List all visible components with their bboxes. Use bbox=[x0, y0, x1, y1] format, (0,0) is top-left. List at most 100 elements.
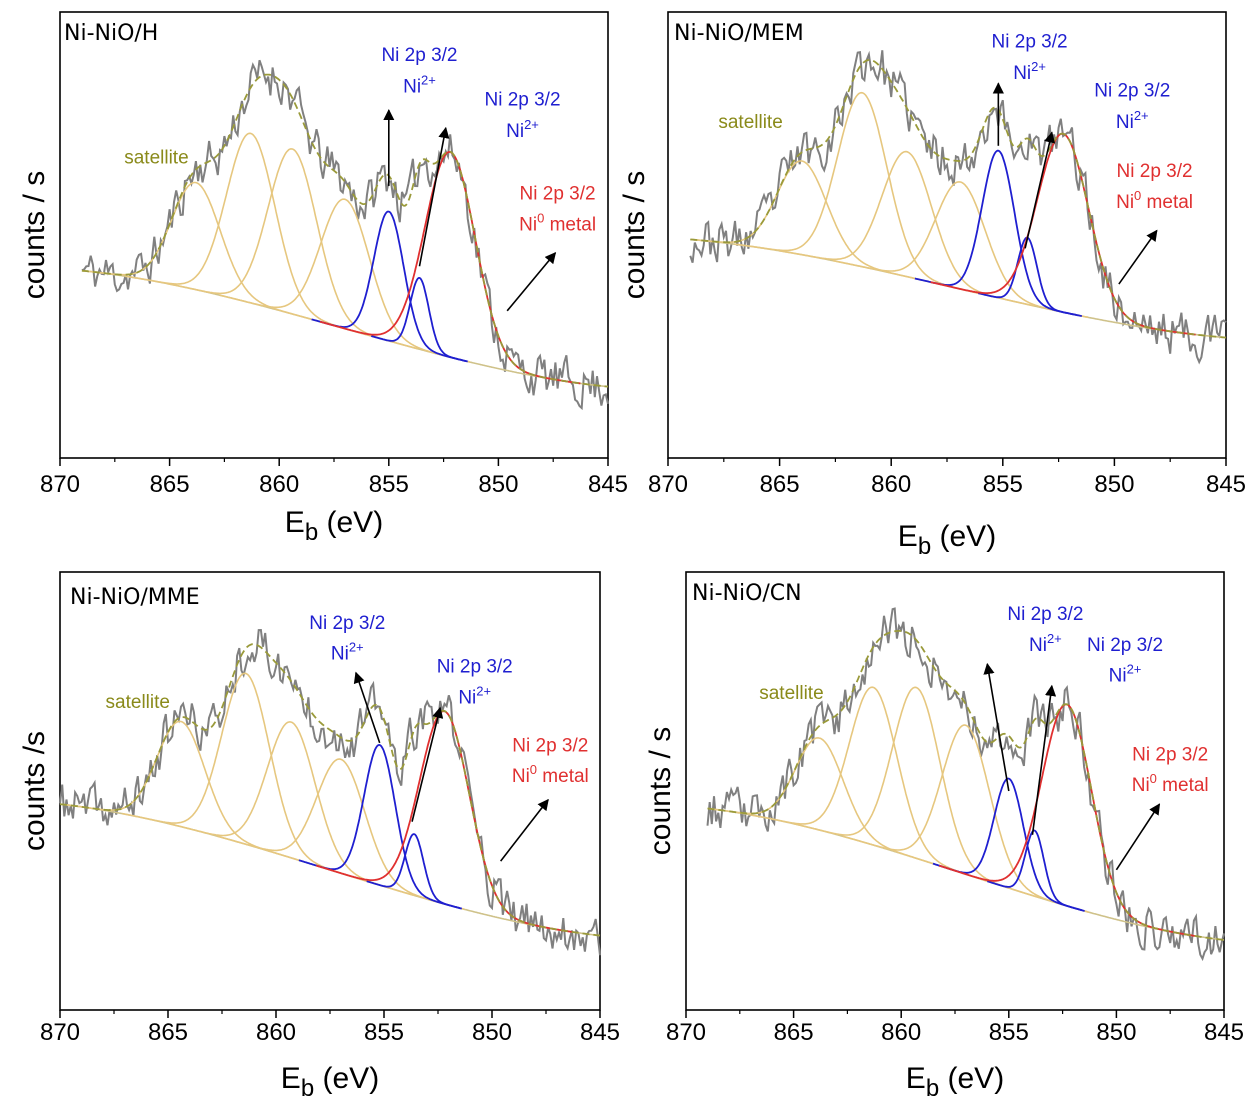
x-tick-label: 845 bbox=[1204, 1019, 1244, 1046]
x-tick-label: 855 bbox=[364, 1019, 404, 1046]
y-axis-title: counts / s bbox=[618, 171, 651, 299]
annotation-ni2: Ni 2p 3/2 bbox=[437, 657, 513, 678]
panel-title: Ni-NiO/H bbox=[64, 21, 158, 46]
annotation-ni0: Ni0 metal bbox=[519, 211, 596, 236]
x-tick-label: 860 bbox=[256, 1019, 296, 1046]
panel-title: Ni-NiO/MME bbox=[70, 585, 200, 610]
annotation-ni2: Ni2+ bbox=[1109, 662, 1142, 687]
annotation-ni0: Ni 2p 3/2 bbox=[520, 183, 596, 204]
raw-spectrum bbox=[59, 628, 601, 956]
panel-title: Ni-NiO/CN bbox=[692, 581, 802, 606]
annotation-ni2: Ni2+ bbox=[1116, 108, 1149, 133]
peak-satellite bbox=[167, 721, 415, 897]
annotation-ni2: Ni2+ bbox=[331, 640, 364, 665]
x-axis-title: Eb (eV) bbox=[906, 1062, 1004, 1099]
peak-satellite bbox=[793, 686, 1040, 899]
x-tick-label: 850 bbox=[1096, 1019, 1136, 1046]
annotation-arrow bbox=[1024, 131, 1056, 249]
annotation-ni2: Ni2+ bbox=[1029, 631, 1062, 656]
y-axis-title: counts /s bbox=[18, 731, 51, 851]
peak-satellite bbox=[82, 181, 322, 323]
peak-ni2 bbox=[311, 210, 467, 362]
annotation-ni2: Ni 2p 3/2 bbox=[1087, 635, 1163, 656]
x-tick-label: 870 bbox=[40, 471, 80, 498]
panel-1: 870 865 860 855 850 845 Eb (eV) counts / s Ni-Ni… bbox=[18, 11, 628, 546]
annotation-ni0: Ni 2p 3/2 bbox=[1132, 744, 1208, 765]
x-tick-label: 855 bbox=[983, 471, 1023, 498]
x-tick-label: 860 bbox=[259, 471, 299, 498]
annotation-arrow bbox=[411, 706, 444, 822]
fit-envelope bbox=[81, 73, 609, 388]
x-tick-label: 860 bbox=[881, 1019, 921, 1046]
peak-satellite bbox=[832, 181, 1089, 319]
x-tick-label: 845 bbox=[1206, 471, 1246, 498]
x-tick-label: 850 bbox=[472, 1019, 512, 1046]
annotation-satellite: satellite bbox=[718, 112, 782, 133]
annotation-ni2: Ni 2p 3/2 bbox=[992, 32, 1068, 53]
peak-ni0 bbox=[938, 703, 1195, 937]
x-tick-label: 865 bbox=[150, 471, 190, 498]
y-axis-title: counts / s bbox=[644, 727, 677, 855]
x-tick-label: 870 bbox=[648, 471, 688, 498]
x-tick-label: 865 bbox=[148, 1019, 188, 1046]
x-axis-title: Eb (eV) bbox=[285, 506, 383, 546]
annotation-arrow bbox=[1115, 803, 1161, 871]
annotation-ni2: Ni 2p 3/2 bbox=[309, 613, 385, 634]
annotation-ni2: Ni2+ bbox=[506, 117, 539, 142]
annotation-arrow bbox=[418, 126, 450, 267]
y-axis-title: counts / s bbox=[18, 171, 51, 299]
panel-title: Ni-NiO/MEM bbox=[674, 21, 804, 46]
annotation-ni0: Ni0 metal bbox=[1132, 771, 1209, 796]
x-tick-label: 850 bbox=[478, 471, 518, 498]
annotation-ni2: Ni2+ bbox=[458, 683, 491, 708]
annotation-arrow bbox=[506, 251, 557, 312]
annotation-satellite: satellite bbox=[106, 692, 170, 713]
x-tick-label: 845 bbox=[580, 1019, 620, 1046]
x-tick-label: 865 bbox=[760, 471, 800, 498]
x-tick-label: 855 bbox=[989, 1019, 1029, 1046]
annotation-satellite: satellite bbox=[759, 683, 823, 704]
annotation-ni2: Ni 2p 3/2 bbox=[381, 45, 457, 66]
peak-satellite bbox=[779, 150, 1035, 307]
annotation-arrow bbox=[500, 798, 549, 862]
fit-envelope bbox=[59, 643, 601, 937]
panel-3: 870 865 860 855 850 845 Eb (eV) counts /s Ni-NiO… bbox=[18, 571, 620, 1099]
annotation-ni0: Ni0 metal bbox=[512, 762, 589, 787]
x-tick-label: 860 bbox=[871, 471, 911, 498]
annotation-ni2: Ni2+ bbox=[403, 72, 436, 97]
peak-ni2 bbox=[370, 276, 468, 363]
annotation-arrow bbox=[983, 662, 1010, 792]
x-tick-label: 865 bbox=[774, 1019, 814, 1046]
x-tick-label: 845 bbox=[588, 471, 628, 498]
annotation-ni2: Ni 2p 3/2 bbox=[484, 90, 560, 111]
peak-satellite bbox=[691, 160, 930, 283]
peak-ni2 bbox=[986, 829, 1083, 912]
raw-spectrum bbox=[706, 607, 1225, 962]
annotation-ni0: Ni0 metal bbox=[1116, 188, 1193, 213]
panel-4: 870 865 860 855 850 845 Eb (eV) counts / s Ni-Ni… bbox=[644, 571, 1244, 1099]
x-axis-title: Eb (eV) bbox=[281, 1062, 379, 1099]
peak-satellite bbox=[842, 724, 1090, 913]
annotation-ni2: Ni2+ bbox=[1013, 59, 1046, 84]
annotation-satellite: satellite bbox=[124, 148, 188, 169]
x-axis-title: Eb (eV) bbox=[898, 520, 996, 560]
annotation-ni0: Ni 2p 3/2 bbox=[1117, 161, 1193, 182]
x-tick-label: 850 bbox=[1094, 471, 1134, 498]
peak-satellite bbox=[219, 198, 471, 363]
x-tick-label: 870 bbox=[40, 1019, 80, 1046]
annotation-ni2: Ni 2p 3/2 bbox=[1007, 604, 1083, 625]
peak-satellite bbox=[217, 758, 465, 911]
peak-ni2 bbox=[298, 743, 461, 910]
annotation-ni0: Ni 2p 3/2 bbox=[512, 736, 588, 757]
annotation-arrow bbox=[353, 671, 381, 744]
panel-2: 870 865 860 855 850 845 Eb (eV) counts / s Ni-Ni… bbox=[618, 11, 1246, 560]
annotation-ni2: Ni 2p 3/2 bbox=[1094, 81, 1170, 102]
x-tick-label: 870 bbox=[666, 1019, 706, 1046]
peak-satellite bbox=[708, 737, 943, 868]
x-tick-label: 855 bbox=[369, 471, 409, 498]
fit-envelope bbox=[690, 59, 1227, 339]
annotation-arrow bbox=[1031, 684, 1057, 835]
peak-ni2 bbox=[366, 833, 462, 910]
annotation-arrow bbox=[1118, 229, 1158, 285]
